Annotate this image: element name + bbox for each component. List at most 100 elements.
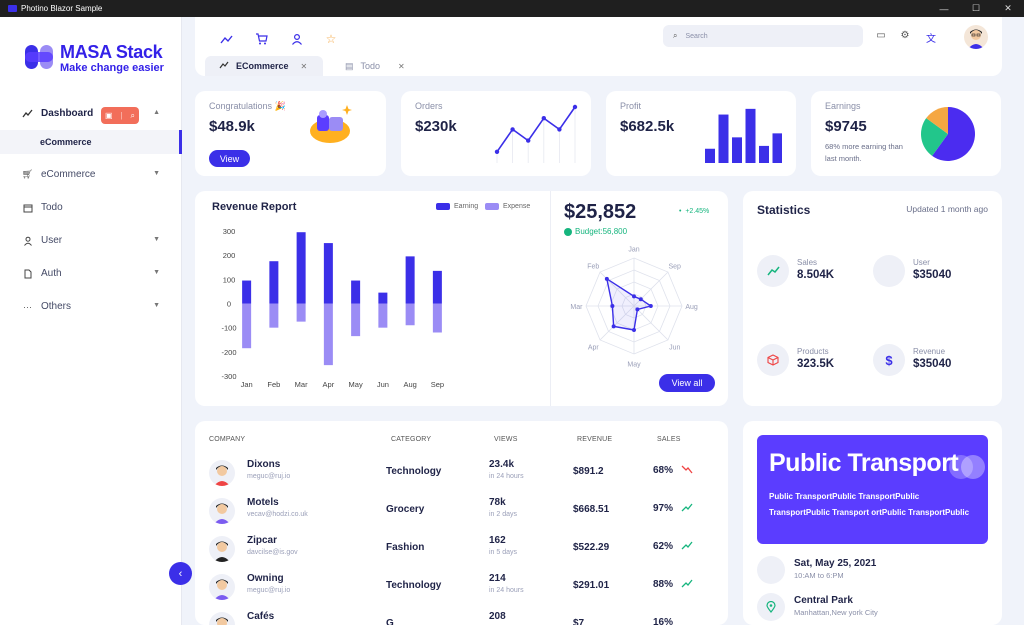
radar-label: May [627,362,641,369]
trending-up-icon[interactable] [219,32,233,46]
card-title: Profit [620,101,642,111]
trending-up-icon [22,108,33,119]
avatar[interactable] [964,25,988,49]
revenue-total: $25,852 [564,201,637,223]
earning-bar [405,256,415,304]
dots-icon: ··· [23,301,32,312]
chevron-down-icon: ▼ [153,269,160,276]
logo[interactable]: MASA Stack Make change easier [24,42,174,77]
search-icon[interactable]: ⌕ [130,110,135,120]
divider [550,191,551,406]
revenue: $7 [573,618,585,625]
header-revenue: REVENUE [577,436,613,443]
close-button[interactable]: ✕ [1004,3,1012,13]
table-row[interactable]: Motels vecav@hodzi.co.uk Grocery 78k in … [195,495,728,532]
table-row[interactable]: Zipcar davcilse@is.gov Fashion 162 in 5 … [195,533,728,570]
legend-label: Earning [454,203,479,210]
top-bar: ☆ ⌕ Search ▭ ⚙ 文 ECommerce ✕ ▤ Todo ✕ [195,17,1002,76]
close-tab-icon[interactable]: ✕ [300,61,308,71]
gear-icon[interactable]: ⚙ [900,30,910,41]
tab-label: ECommerce [236,61,289,71]
translate-icon[interactable]: 文 [926,34,936,45]
orders-point [494,149,500,154]
view-all-button[interactable]: View all [659,374,715,392]
search-input[interactable]: ⌕ Search [663,25,863,47]
views-time: in 5 days [489,549,518,556]
company-name: Owning [247,573,284,584]
sales: 88% [653,579,674,590]
sidebar-item-dashboard[interactable]: Dashboard ▲ [0,97,182,130]
search-placeholder: Search [685,32,708,40]
earning-bar [351,280,361,304]
card-value: $48.9k [209,118,255,135]
chat-icon[interactable]: ▭ [876,30,886,41]
radar-point [610,304,615,308]
close-tab-icon[interactable]: ✕ [398,61,405,71]
table-row[interactable]: Dixons meguc@ruj.io Technology 23.4k in … [195,457,728,494]
sidebar-item-auth[interactable]: Auth ▼ [0,257,182,290]
radar-point [611,324,616,329]
pie-slice [926,107,948,134]
maximize-button[interactable]: ☐ [971,3,981,13]
sidebar-item-label: eCommerce [41,169,96,180]
cart-icon[interactable] [254,32,268,46]
profit-bar-chart [705,108,782,163]
chevron-down-icon: ▼ [153,236,160,243]
sidebar-item-label: Others [41,301,72,312]
profit-bar [745,108,756,163]
change-value: +2.45% [685,208,710,215]
trending-up-icon [681,503,693,515]
tab-todo[interactable]: ▤ Todo ✕ [331,56,405,76]
company-name: Dixons [247,459,281,470]
sidebar-item-ecommerce[interactable]: 🛒︎ eCommerce ▼ [0,158,182,191]
user-icon[interactable] [290,32,304,46]
table-row[interactable]: Cafés G 208 $7 16% [195,609,728,625]
floating-toolbar[interactable]: ▣ | ⌕ [101,107,139,124]
stat-revenue: $ Revenue $35040 [873,344,993,380]
stat-label: Sales [797,258,818,267]
profit-bar [718,114,729,163]
profit-bar [705,148,715,163]
transport-banner[interactable]: Public Transport Public TransportPublic … [757,435,988,544]
screenshot-icon[interactable]: ▣ [104,111,113,120]
collapse-sidebar-button[interactable]: ‹ [169,562,192,585]
sales: 16% [653,617,674,625]
sidebar-item-others[interactable]: ··· Others ▼ [0,290,182,323]
star-icon[interactable]: ☆ [325,32,337,46]
profit-bar [732,137,742,163]
minimize-button[interactable]: — [939,3,949,14]
revenue: $291.01 [573,580,610,591]
table-row[interactable]: Owning meguc@ruj.io Technology 214 in 24… [195,571,728,608]
x-tick-label: Jun [377,380,389,389]
expense-bar [351,303,361,337]
radar-label: Feb [587,263,599,270]
radar-point [604,276,609,281]
views: 208 [489,611,506,622]
tab-ecommerce[interactable]: ECommerce ✕ [205,56,323,76]
card-title: Earnings [825,101,861,111]
revenue-report-card: Revenue Report Earning Expense 300 200 100… [195,191,728,406]
views: 214 [489,573,506,584]
chevron-down-icon: ▼ [153,170,160,177]
trending-up-icon [681,541,693,553]
radar-point [638,297,643,302]
company-email: meguc@ruj.io [247,473,291,480]
event-date: Sat, May 25, 2021 10:AM to 6:PM [757,556,987,586]
revenue-radar-chart: Jan Sep Aug Jun May Apr Mar Feb [570,246,698,369]
trending-up-icon [681,579,693,591]
sidebar-item-user[interactable]: User ▼ [0,224,182,257]
expense-bar [323,303,333,366]
stat-products: Products 323.5K [757,344,877,380]
pie-slice [921,118,948,156]
expense-bar [296,303,306,322]
category: Technology [386,466,442,477]
company-name: Cafés [247,611,275,622]
company-name: Motels [247,497,279,508]
sidebar-subitem-ecommerce[interactable]: eCommerce [0,130,182,154]
card-title: Congratulations 🎉 [209,101,286,111]
revenue: $891.2 [573,466,604,477]
radar-point [632,328,636,332]
view-button[interactable]: View [209,150,250,167]
sidebar-item-todo[interactable]: Todo [0,191,182,224]
expense-bar [269,303,279,328]
